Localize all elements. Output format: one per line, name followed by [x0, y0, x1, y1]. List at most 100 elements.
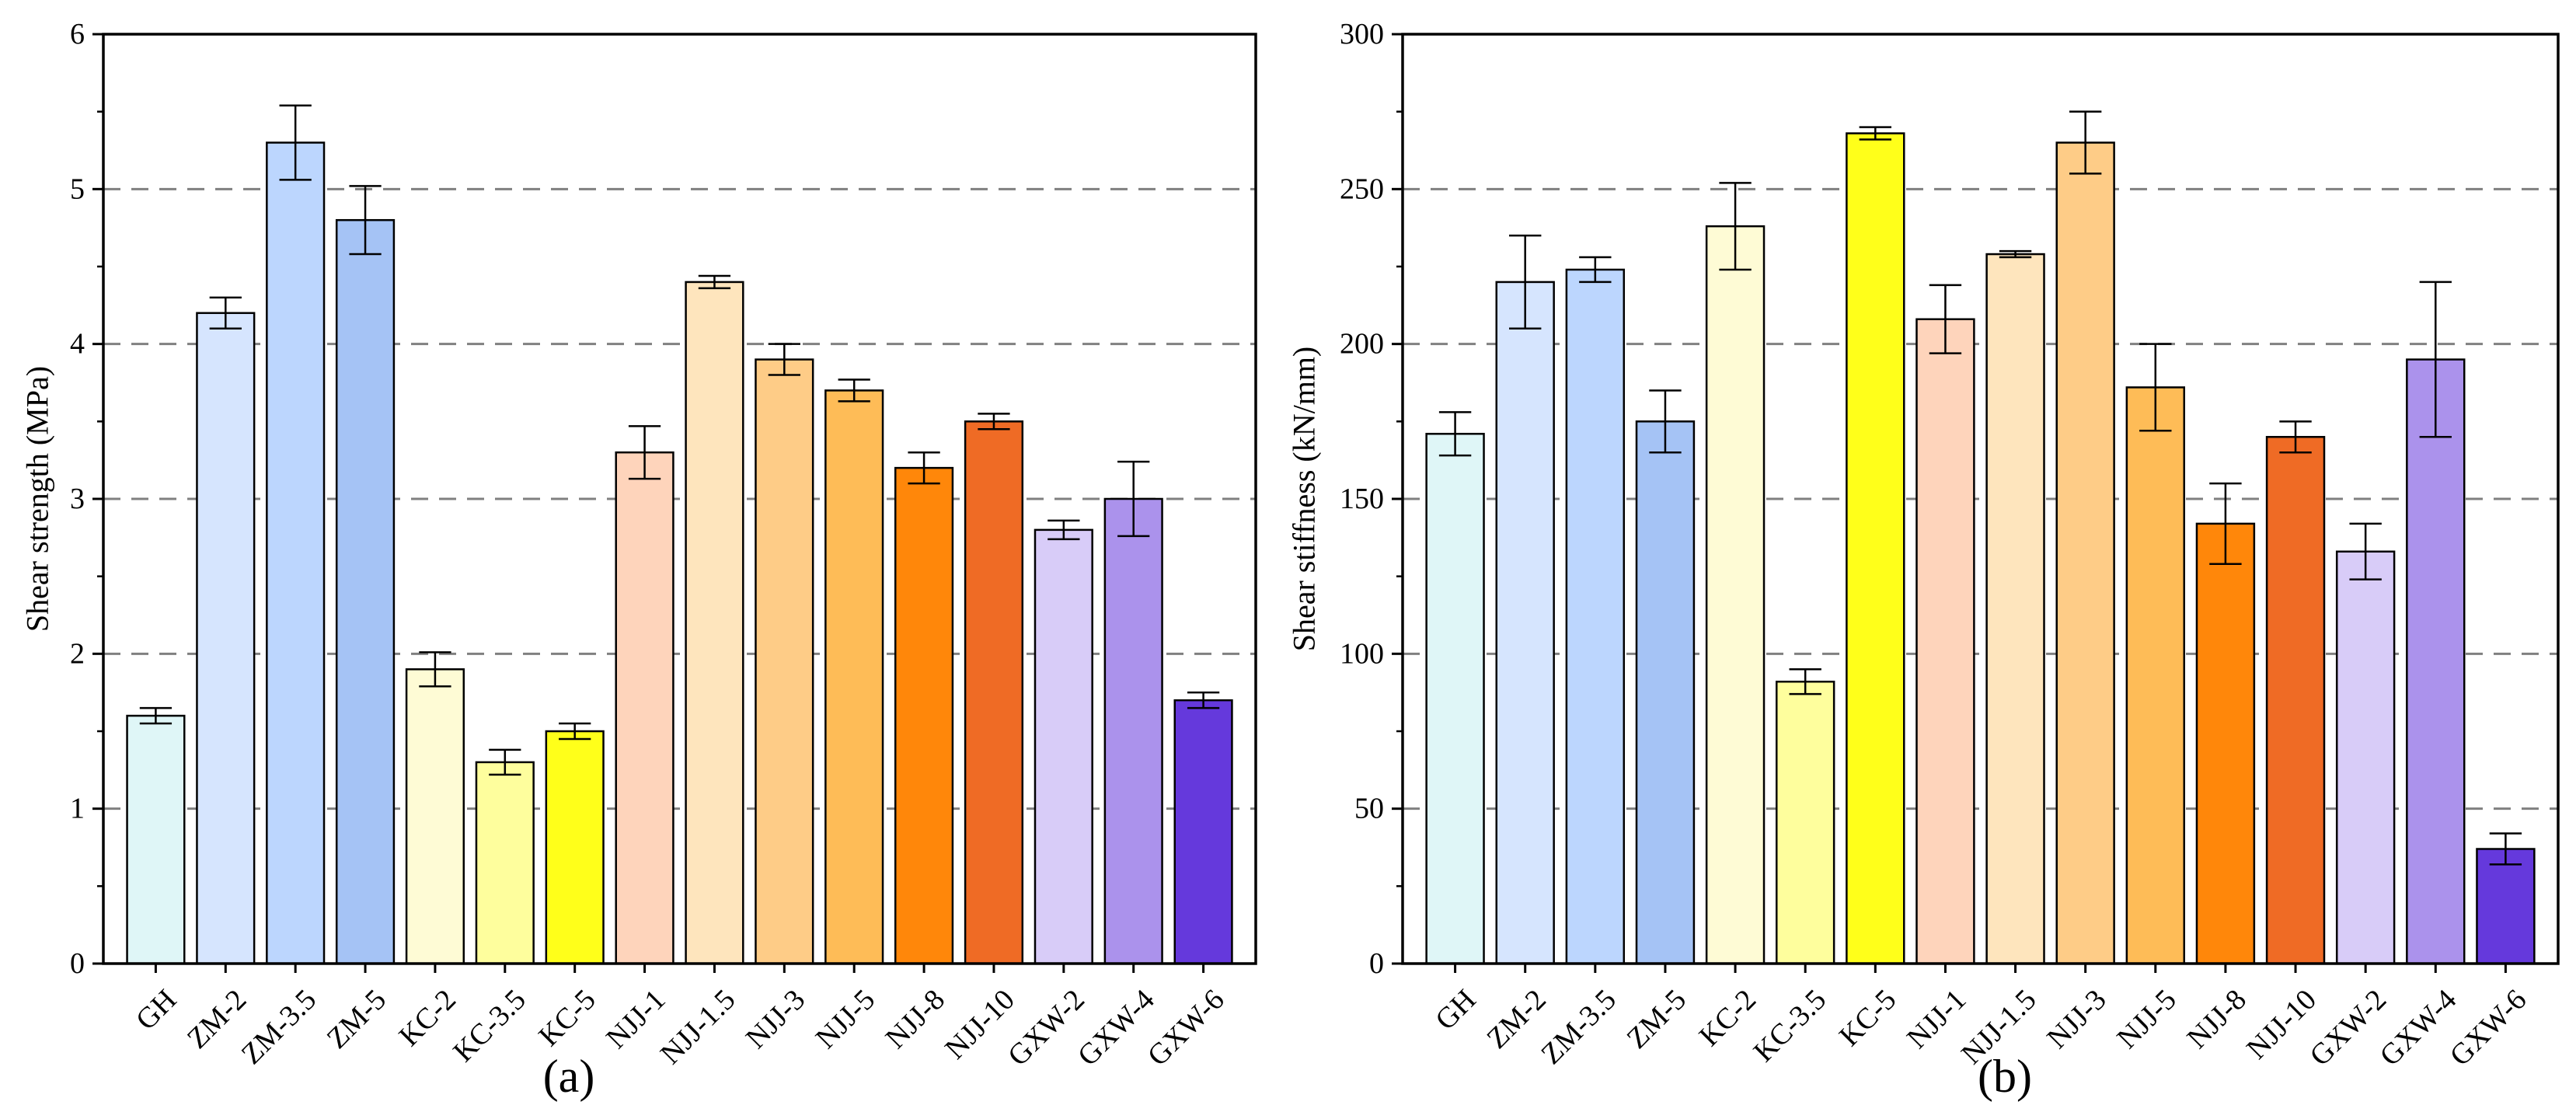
error-bar: [2069, 110, 2102, 175]
bar-gxw-4: [2406, 358, 2466, 965]
x-tick-label: KC-3.5: [447, 983, 532, 1068]
y-tick-label: 250: [1340, 173, 1384, 205]
bar-gxw-2: [1034, 528, 1093, 965]
bar-kc-3-5: [1775, 680, 1835, 965]
error-bar: [489, 748, 521, 776]
bar-zm-3-5: [1565, 268, 1626, 965]
bar-njj-8: [894, 466, 954, 965]
bar-njj-5: [2125, 386, 2186, 965]
x-tick-label: KC-5: [1833, 983, 1902, 1052]
bar-kc-5: [1846, 132, 1905, 965]
x-tick-label: NJJ-3: [2041, 983, 2112, 1055]
bar-zm-5: [1635, 420, 1696, 965]
y-tick-label: 2: [70, 637, 85, 670]
y-tick-label: 50: [1354, 793, 1384, 825]
error-bar: [1929, 284, 1962, 354]
bar-njj-3: [2055, 141, 2115, 965]
plot-frame: [102, 33, 1257, 965]
bar-njj-5: [824, 389, 884, 965]
x-tick-label: NJJ-5: [810, 983, 881, 1055]
bar-njj-10: [2265, 436, 2326, 965]
error-bar: [2139, 343, 2172, 432]
y-tick-label: 6: [70, 18, 85, 51]
error-bar: [2489, 832, 2522, 866]
x-tick-label: ZM-3.5: [1535, 983, 1623, 1071]
bar-njj-10: [964, 420, 1024, 965]
x-tick-label: GXW-6: [2444, 983, 2533, 1072]
error-bar: [1438, 411, 1472, 457]
error-bar: [1859, 126, 1892, 141]
x-tick-label: GXW-2: [1002, 983, 1091, 1072]
error-bar: [139, 706, 173, 725]
error-bar: [349, 185, 382, 256]
x-tick-label: GH: [1429, 983, 1483, 1037]
panel-label: (a): [543, 1051, 595, 1102]
y-axis-title: Shear stiffness (kN/mm): [1287, 347, 1322, 652]
bar-njj-1: [1915, 318, 1975, 965]
error-bar: [1999, 249, 2032, 259]
y-tick-label: 3: [70, 483, 85, 515]
x-tick-label: NJJ-1.5: [654, 983, 742, 1071]
error-bar: [279, 104, 312, 181]
bar-gh: [1425, 433, 1485, 965]
x-tick-label: ZM-5: [1621, 983, 1692, 1055]
bar-zm-5: [335, 218, 396, 965]
error-bar: [1789, 668, 1821, 695]
y-tick-label: 0: [1369, 947, 1384, 980]
bar-kc-5: [545, 730, 605, 965]
y-tick-label: 300: [1340, 18, 1384, 51]
x-tick-label: KC-3.5: [1748, 983, 1833, 1068]
y-tick-label: 150: [1340, 483, 1384, 515]
x-tick-label: ZM-5: [321, 983, 392, 1055]
x-tick-label: GXW-6: [1142, 983, 1231, 1072]
error-bar: [908, 451, 940, 485]
error-bar: [559, 722, 591, 741]
plot-frame: [1401, 33, 2560, 965]
error-bar: [1187, 691, 1220, 709]
bar-kc-3-5: [475, 761, 535, 965]
y-tick-label: 5: [70, 173, 85, 205]
bar-kc-2: [1705, 225, 1766, 965]
error-bar: [419, 651, 451, 688]
bar-zm-3-5: [266, 141, 326, 965]
y-tick-label: 100: [1340, 637, 1384, 670]
bar-njj-3: [755, 358, 814, 965]
bar-zm-2: [196, 312, 256, 965]
x-tick-label: GXW-4: [2374, 983, 2463, 1072]
bar-njj-1-5: [685, 281, 744, 965]
y-tick-label: 0: [70, 947, 85, 980]
bar-gxw-2: [2335, 550, 2396, 965]
error-bar: [1509, 234, 1542, 329]
error-bar: [209, 296, 242, 329]
y-axis-title: Shear strength (MPa): [20, 366, 55, 632]
error-bar: [1579, 256, 1612, 284]
error-bar: [1719, 182, 1752, 271]
bar-njj-1: [615, 451, 675, 965]
x-tick-label: KC-5: [532, 983, 601, 1052]
error-bar: [628, 425, 661, 480]
error-bar: [1117, 460, 1150, 538]
bar-gxw-6: [1173, 699, 1233, 965]
x-tick-label: GXW-2: [2303, 983, 2393, 1072]
error-bar: [698, 274, 731, 290]
bar-gxw-6: [2476, 848, 2536, 965]
y-tick-label: 4: [70, 328, 85, 361]
x-tick-label: GXW-4: [1072, 983, 1161, 1072]
error-bar: [768, 343, 800, 376]
error-bar: [1649, 389, 1682, 454]
x-tick-label: GH: [130, 983, 183, 1037]
error-bar: [978, 413, 1010, 431]
error-bar: [2279, 420, 2312, 454]
bar-njj-1-5: [1985, 253, 2045, 965]
error-bar: [838, 378, 870, 403]
x-tick-label: NJJ-5: [2111, 983, 2182, 1055]
x-tick-label: ZM-3.5: [235, 983, 323, 1071]
bar-gh: [126, 714, 186, 965]
bar-zm-2: [1495, 281, 1555, 965]
y-tick-label: 1: [70, 793, 85, 825]
error-bar: [1047, 519, 1080, 541]
panel-label: (b): [1978, 1051, 2032, 1102]
